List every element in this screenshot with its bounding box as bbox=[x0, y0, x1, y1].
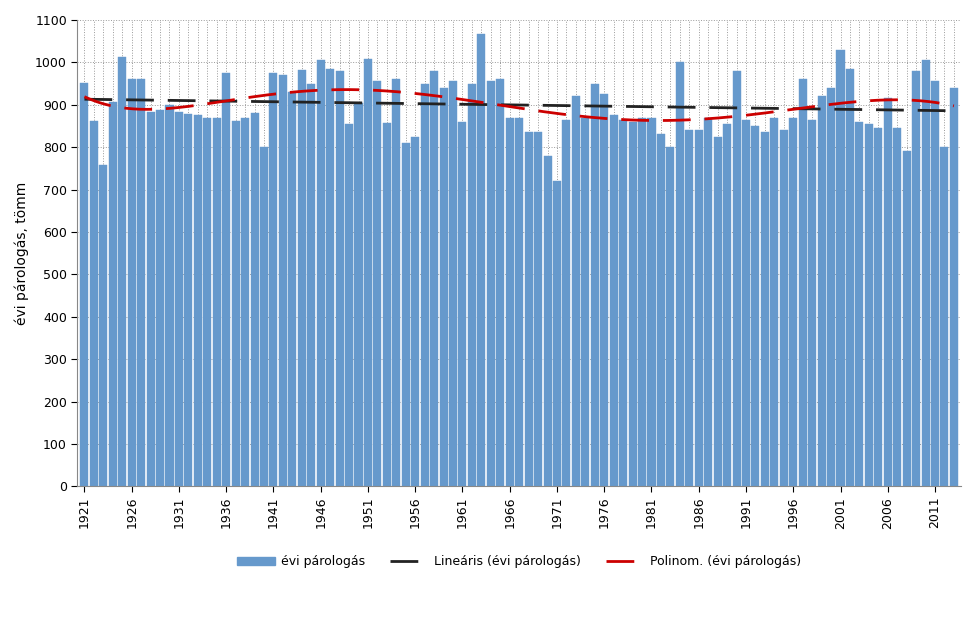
Bar bbox=[675, 63, 684, 486]
Bar bbox=[780, 130, 788, 486]
Bar bbox=[562, 120, 570, 486]
Bar bbox=[629, 122, 636, 486]
Bar bbox=[525, 132, 533, 486]
Bar bbox=[468, 84, 476, 486]
Bar bbox=[798, 79, 807, 486]
Bar bbox=[827, 88, 835, 486]
Bar bbox=[883, 98, 892, 486]
Bar bbox=[855, 122, 864, 486]
Bar bbox=[657, 135, 665, 486]
Bar bbox=[742, 120, 750, 486]
Bar bbox=[931, 82, 939, 486]
Bar bbox=[572, 96, 580, 486]
Bar bbox=[713, 137, 721, 486]
Bar bbox=[146, 112, 154, 486]
Bar bbox=[477, 34, 485, 486]
Bar bbox=[223, 73, 230, 486]
Bar bbox=[298, 70, 305, 486]
Bar bbox=[316, 60, 325, 486]
Bar bbox=[647, 117, 656, 486]
Bar bbox=[421, 84, 428, 486]
Bar bbox=[941, 147, 949, 486]
Bar bbox=[733, 71, 741, 486]
Bar bbox=[269, 73, 277, 486]
Bar bbox=[790, 117, 797, 486]
Bar bbox=[836, 50, 844, 486]
Bar bbox=[383, 122, 390, 486]
Bar bbox=[449, 82, 457, 486]
Bar bbox=[231, 121, 240, 486]
Bar bbox=[336, 71, 344, 486]
Bar bbox=[260, 147, 268, 486]
Bar bbox=[128, 78, 136, 486]
Bar bbox=[950, 88, 957, 486]
Bar bbox=[893, 128, 901, 486]
Bar bbox=[241, 117, 249, 486]
Bar bbox=[90, 121, 98, 486]
Bar bbox=[100, 165, 107, 486]
Bar bbox=[279, 75, 287, 486]
Bar bbox=[184, 114, 192, 486]
Bar bbox=[903, 151, 911, 486]
Bar bbox=[487, 82, 495, 486]
Bar bbox=[913, 71, 920, 486]
Bar bbox=[346, 124, 353, 486]
Bar bbox=[685, 130, 693, 486]
Bar bbox=[752, 126, 759, 486]
Bar bbox=[108, 102, 117, 486]
Bar bbox=[865, 124, 873, 486]
Bar bbox=[667, 147, 674, 486]
Bar bbox=[723, 124, 731, 486]
Bar bbox=[582, 117, 590, 486]
Bar bbox=[610, 115, 618, 486]
Bar bbox=[118, 57, 126, 486]
Bar bbox=[534, 132, 542, 486]
Bar bbox=[364, 59, 372, 486]
Bar bbox=[619, 120, 628, 486]
Bar bbox=[496, 79, 505, 486]
Bar bbox=[695, 130, 703, 486]
Bar bbox=[411, 137, 420, 486]
Bar bbox=[761, 132, 769, 486]
Bar bbox=[808, 120, 816, 486]
Bar bbox=[80, 83, 89, 486]
Bar bbox=[374, 82, 382, 486]
Legend: évi párologás, Lineáris (évi párologás), Polinom. (évi párologás): évi párologás, Lineáris (évi párologás),… bbox=[232, 551, 806, 574]
Bar bbox=[194, 115, 202, 486]
Bar bbox=[770, 117, 779, 486]
Bar bbox=[600, 94, 608, 486]
Bar bbox=[166, 105, 174, 486]
Bar bbox=[874, 128, 882, 486]
Y-axis label: évi párologás, tömm: évi párologás, tömm bbox=[15, 182, 29, 325]
Bar bbox=[213, 118, 221, 486]
Bar bbox=[402, 143, 410, 486]
Bar bbox=[921, 60, 929, 486]
Bar bbox=[288, 92, 297, 486]
Bar bbox=[459, 122, 467, 486]
Bar bbox=[156, 110, 164, 486]
Bar bbox=[326, 69, 334, 486]
Bar bbox=[638, 117, 646, 486]
Bar bbox=[137, 79, 145, 486]
Bar bbox=[354, 103, 362, 486]
Bar bbox=[251, 114, 259, 486]
Bar bbox=[553, 181, 561, 486]
Bar bbox=[203, 118, 212, 486]
Bar bbox=[307, 84, 315, 486]
Bar bbox=[544, 156, 551, 486]
Bar bbox=[439, 88, 448, 486]
Bar bbox=[430, 71, 438, 486]
Bar bbox=[506, 117, 513, 486]
Bar bbox=[515, 117, 523, 486]
Bar bbox=[846, 69, 854, 486]
Bar bbox=[590, 84, 599, 486]
Bar bbox=[392, 79, 400, 486]
Bar bbox=[175, 112, 183, 486]
Bar bbox=[704, 117, 712, 486]
Bar bbox=[818, 96, 826, 486]
